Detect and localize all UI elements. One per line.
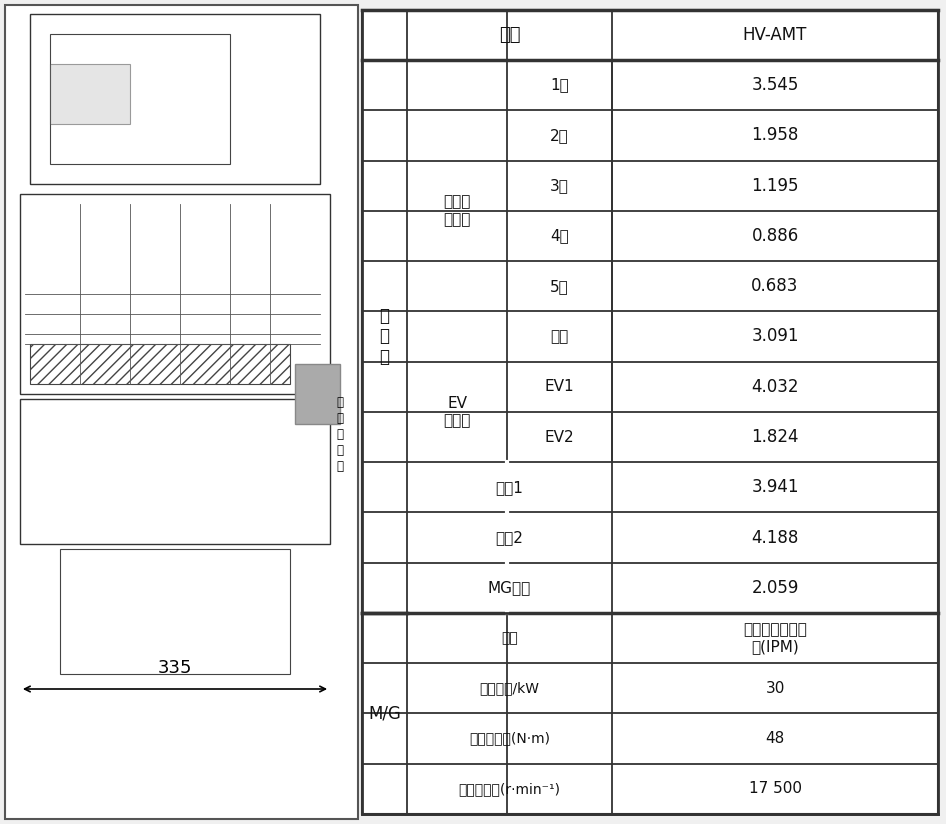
Text: 变
速
器: 变 速 器 bbox=[379, 307, 390, 366]
Text: HV-AMT: HV-AMT bbox=[743, 26, 807, 44]
Text: 3.091: 3.091 bbox=[751, 327, 798, 345]
Text: 3.941: 3.941 bbox=[751, 478, 798, 496]
Bar bbox=[362, 10, 938, 814]
Text: 0.683: 0.683 bbox=[751, 277, 798, 295]
Text: 5档: 5档 bbox=[551, 279, 569, 293]
Text: 发动机
传动比: 发动机 传动比 bbox=[444, 194, 471, 227]
Text: 3.545: 3.545 bbox=[751, 76, 798, 94]
Text: EV2: EV2 bbox=[545, 429, 574, 444]
Text: 1.958: 1.958 bbox=[751, 126, 798, 144]
Text: 4档: 4档 bbox=[551, 228, 569, 243]
Text: 最大转速／(r·min⁻¹): 最大转速／(r·min⁻¹) bbox=[459, 782, 560, 796]
Text: MG进入: MG进入 bbox=[488, 580, 531, 595]
Text: 48: 48 bbox=[765, 731, 784, 746]
Text: 335: 335 bbox=[158, 659, 192, 677]
Bar bbox=[50, 64, 130, 124]
Text: 最终1: 最终1 bbox=[496, 480, 523, 494]
Bar bbox=[295, 364, 340, 424]
Bar bbox=[20, 399, 330, 544]
Text: 1.824: 1.824 bbox=[751, 428, 798, 446]
Bar bbox=[50, 34, 230, 164]
Text: 最大扭矩／(N·m): 最大扭矩／(N·m) bbox=[469, 732, 550, 746]
Text: 最大功率/kW: 最大功率/kW bbox=[480, 681, 539, 695]
Text: 17 500: 17 500 bbox=[748, 781, 801, 796]
Text: 4.032: 4.032 bbox=[751, 377, 798, 396]
Bar bbox=[30, 344, 290, 384]
Bar bbox=[20, 194, 330, 394]
Text: EV
传动比: EV 传动比 bbox=[444, 396, 471, 428]
Text: M/G: M/G bbox=[368, 705, 401, 723]
Bar bbox=[30, 14, 320, 184]
Bar bbox=[362, 10, 938, 814]
Text: 1.195: 1.195 bbox=[751, 176, 798, 194]
Text: 0.886: 0.886 bbox=[751, 227, 798, 245]
Text: 3档: 3档 bbox=[550, 178, 569, 193]
Text: 2档: 2档 bbox=[551, 128, 569, 143]
Text: 类型: 类型 bbox=[499, 26, 520, 44]
Text: 1档: 1档 bbox=[551, 77, 569, 92]
Bar bbox=[60, 549, 290, 674]
Text: 2.059: 2.059 bbox=[751, 578, 798, 597]
Text: EV1: EV1 bbox=[545, 379, 574, 394]
Text: 最终2: 最终2 bbox=[496, 530, 523, 545]
Text: 倒档: 倒档 bbox=[551, 329, 569, 344]
Text: 4.188: 4.188 bbox=[751, 528, 798, 546]
Text: 内置式永磁电动
机(IPM): 内置式永磁电动 机(IPM) bbox=[743, 622, 807, 654]
Bar bbox=[5, 5, 358, 819]
Text: 30: 30 bbox=[765, 681, 784, 695]
Text: （
曲
轴
端
）: （ 曲 轴 端 ） bbox=[337, 396, 343, 472]
Text: 类型: 类型 bbox=[501, 631, 517, 645]
